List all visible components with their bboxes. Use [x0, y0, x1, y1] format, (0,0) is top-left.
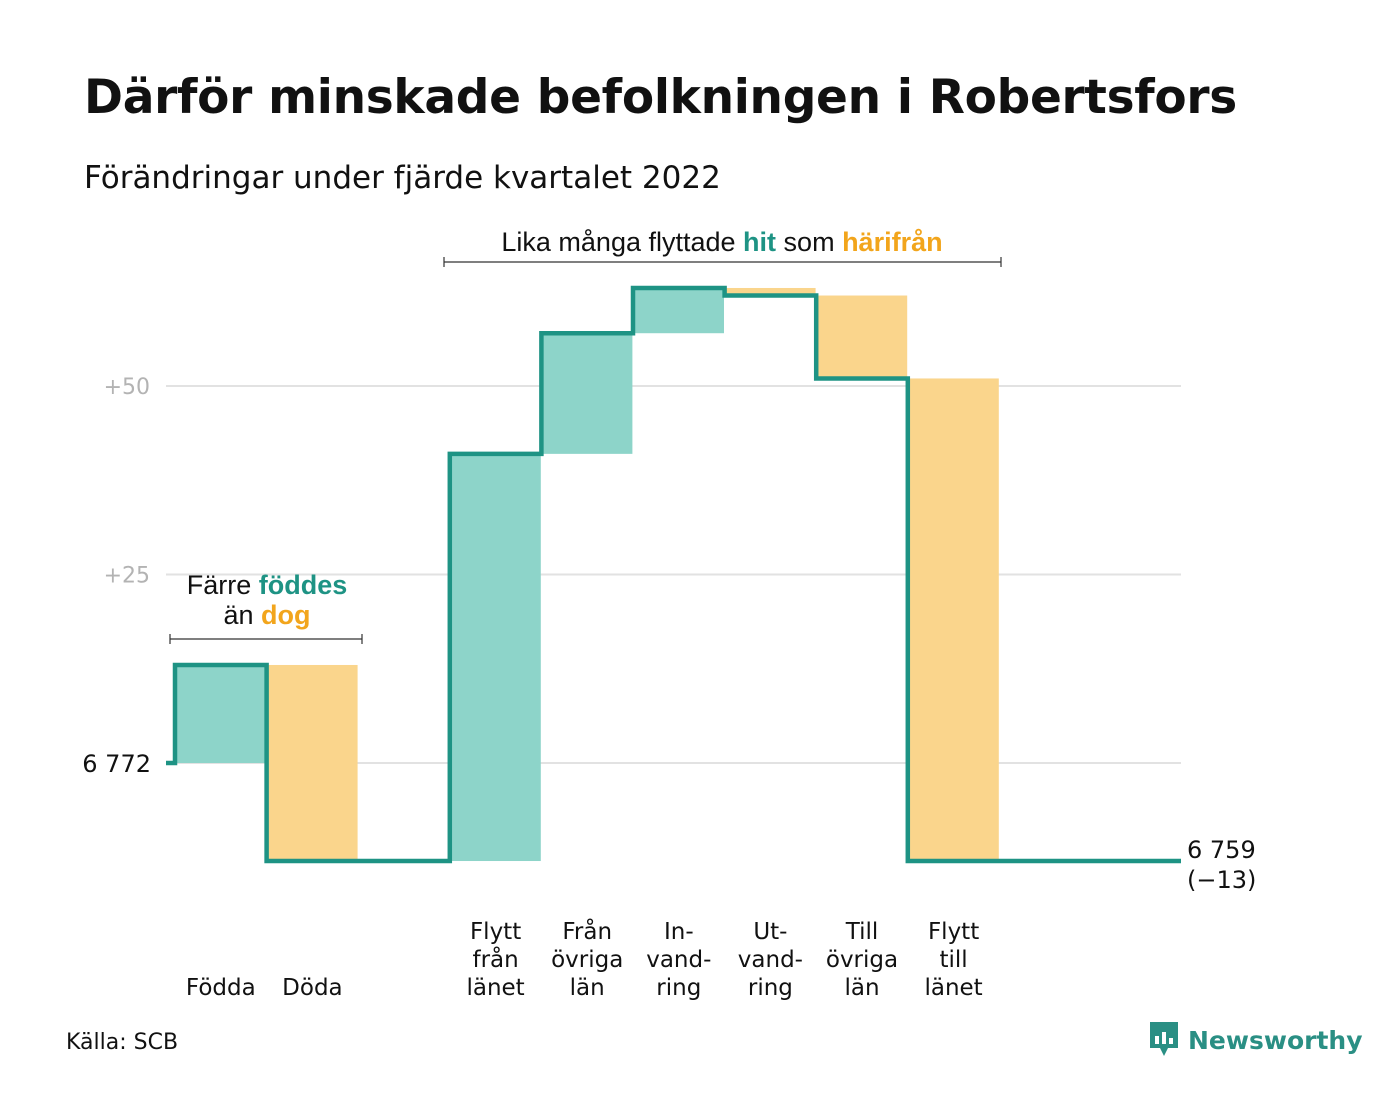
- brand-logo: Newsworthy: [1148, 1020, 1363, 1060]
- category-label: vand-: [738, 947, 803, 973]
- category-label: vand-: [646, 947, 711, 973]
- category-label: Döda: [282, 975, 342, 1001]
- brand-name: Newsworthy: [1188, 1025, 1363, 1055]
- annotation-migration: Lika många flyttade hit som härifrån: [501, 227, 942, 257]
- waterfall-bar: [266, 664, 358, 862]
- category-label: länet: [924, 975, 982, 1001]
- waterfall-bar: [541, 333, 633, 454]
- end-change-label: (−13): [1187, 866, 1256, 894]
- waterfall-bar: [175, 664, 266, 763]
- y-tick-label: +25: [104, 564, 150, 589]
- category-label: från: [472, 945, 518, 973]
- start-value-label: 6 772: [82, 750, 151, 778]
- category-label: In-: [664, 919, 694, 945]
- y-tick-label: +50: [104, 375, 150, 400]
- waterfall-bar: [907, 378, 999, 862]
- newsworthy-logo-icon: [1150, 1022, 1178, 1056]
- category-label: Från: [562, 917, 612, 945]
- category-label: Födda: [186, 975, 256, 1001]
- category-label: ring: [748, 975, 793, 1001]
- waterfall-bar: [724, 287, 816, 296]
- category-label: län: [570, 975, 605, 1001]
- category-label: länet: [466, 975, 524, 1001]
- annotation-natural-line2: än dog: [223, 600, 310, 630]
- category-label: övriga: [826, 947, 898, 973]
- chart-title: Därför minskade befolkningen i Robertsfo…: [84, 70, 1237, 125]
- category-label: Till: [845, 919, 879, 945]
- category-label: Ut-: [753, 919, 787, 945]
- waterfall-bar: [633, 287, 724, 334]
- annotation-natural-bracket: [169, 634, 363, 644]
- source-note: Källa: SCB: [66, 1030, 179, 1055]
- waterfall-bar: [449, 453, 541, 862]
- category-label: Flytt: [928, 919, 979, 945]
- category-label: län: [844, 975, 879, 1001]
- cumulative-step-line: [166, 285, 1181, 864]
- category-label: Flytt: [470, 919, 521, 945]
- category-label: till: [939, 947, 967, 973]
- chart-subtitle: Förändringar under fjärde kvartalet 2022: [84, 160, 721, 196]
- waterfall-bar: [816, 295, 908, 379]
- annotation-migration-bracket: [443, 257, 1002, 267]
- category-label: övriga: [551, 947, 623, 973]
- end-value-label: 6 759: [1187, 836, 1256, 864]
- annotation-natural-line1: Färre föddes: [187, 570, 348, 600]
- category-label: ring: [656, 975, 701, 1001]
